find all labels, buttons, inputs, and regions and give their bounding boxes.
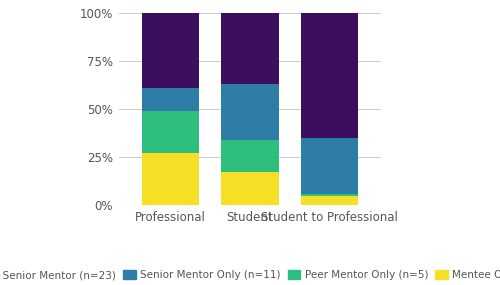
Bar bbox=[301, 194, 358, 196]
Bar bbox=[222, 140, 278, 172]
Bar bbox=[142, 13, 199, 88]
Bar bbox=[142, 88, 199, 111]
Bar bbox=[301, 196, 358, 205]
Bar bbox=[222, 172, 278, 205]
Legend: Peer & Senior Mentor (n=23), Senior Mentor Only (n=11), Peer Mentor Only (n=5), : Peer & Senior Mentor (n=23), Senior Ment… bbox=[0, 266, 500, 284]
Bar bbox=[301, 138, 358, 194]
Bar bbox=[222, 13, 278, 84]
Bar bbox=[142, 153, 199, 205]
Bar bbox=[301, 13, 358, 138]
Bar bbox=[222, 84, 278, 140]
Bar bbox=[142, 111, 199, 153]
